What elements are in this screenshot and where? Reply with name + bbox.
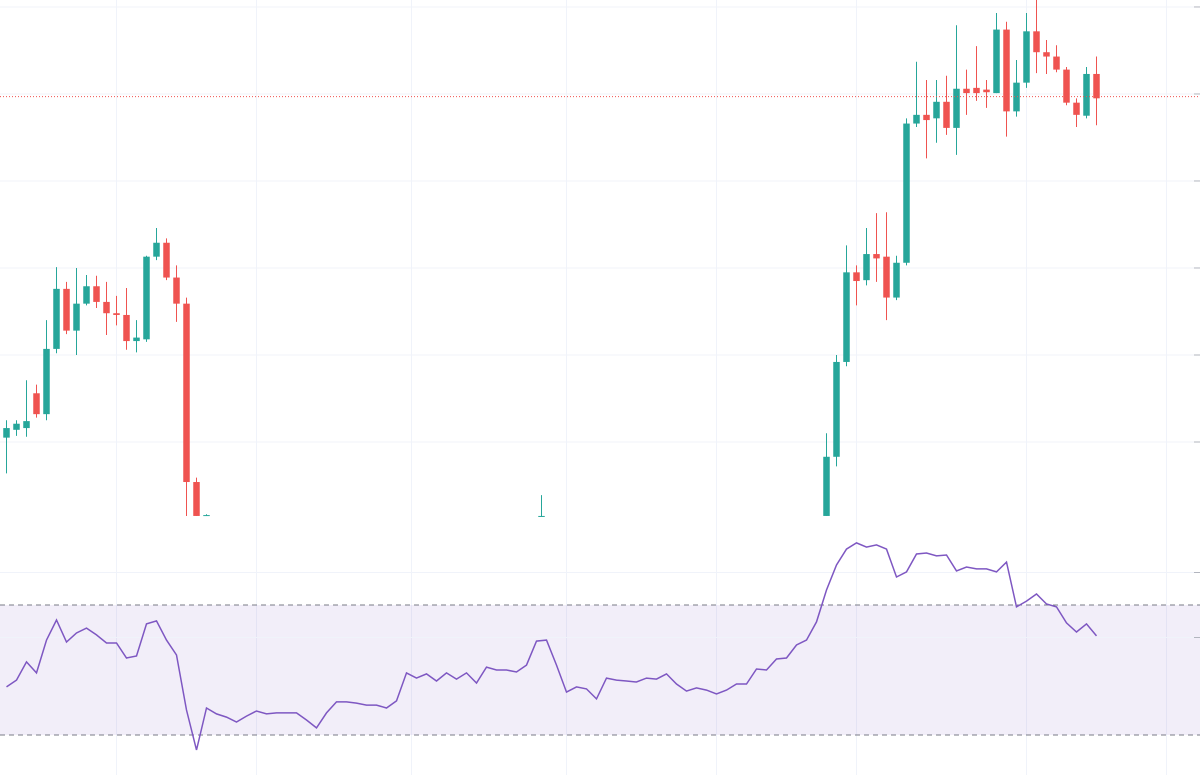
rsi-band [0, 605, 1200, 735]
candle-body [843, 272, 850, 362]
candle-body [1083, 73, 1090, 116]
candle-body [93, 286, 100, 302]
candle-body [983, 89, 990, 93]
candle-body [933, 101, 940, 119]
candle-body [823, 456, 830, 516]
candle-body [1073, 102, 1080, 115]
candle-body [33, 393, 40, 415]
candle-body [53, 288, 60, 349]
candle-body [133, 337, 140, 342]
candle-body [173, 277, 180, 304]
candle-body [913, 114, 920, 124]
candle-body [163, 242, 170, 278]
candle-body [103, 301, 110, 314]
candle-body [73, 303, 80, 331]
candle-body [963, 88, 970, 94]
candle-body [113, 313, 120, 315]
candle-body [1013, 82, 1020, 112]
candle-body [923, 114, 930, 121]
candle-body [973, 87, 980, 94]
candle-body [538, 515, 545, 517]
candle-body [153, 242, 160, 257]
candle-body [893, 262, 900, 298]
candle-body [83, 286, 90, 304]
candle-body [3, 428, 10, 438]
candle-body [993, 29, 1000, 94]
candle-body [853, 272, 860, 282]
candle-body [203, 515, 210, 517]
candle-body [873, 254, 880, 259]
candle-body [23, 421, 30, 429]
candle-body [1033, 31, 1040, 53]
rsi-line [6, 542, 1098, 751]
candle-body [1043, 52, 1050, 57]
candle-body [143, 256, 150, 340]
candle-body [1093, 73, 1100, 99]
candle-body [193, 482, 200, 516]
candle-body [13, 423, 20, 430]
candle-body [883, 256, 890, 298]
candle-body [953, 88, 960, 128]
candle-body [863, 254, 870, 281]
candle-body [1003, 29, 1010, 112]
candle-body [1053, 56, 1060, 70]
candle-body [63, 288, 70, 331]
candle-body [833, 361, 840, 457]
candle-body [123, 314, 130, 342]
candle-body [903, 123, 910, 263]
candle-body [1023, 31, 1030, 83]
candle-body [43, 348, 50, 415]
candle-body [183, 303, 190, 483]
candle-body [943, 101, 950, 128]
candle-body [1063, 69, 1070, 103]
